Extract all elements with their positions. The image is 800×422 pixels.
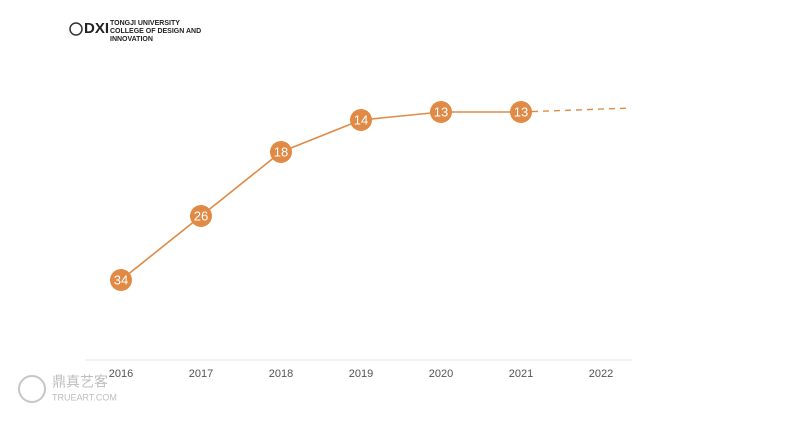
watermark-icon [18,375,46,403]
x-tick-label: 2021 [509,368,533,380]
data-label: 14 [354,112,368,127]
logo-mark: DXI [84,20,109,37]
data-label: 13 [514,104,528,119]
x-tick-label: 2022 [589,368,613,380]
data-label: 34 [114,272,128,287]
x-tick-label: 2017 [189,368,213,380]
logo-line: COLLEGE OF DESIGN AND [110,28,201,35]
point [270,141,292,163]
watermark: 鼎真艺客 TRUEART.COM [18,374,117,403]
point [190,205,212,227]
logo-line: TONGJI UNIVERSITY [110,20,180,27]
x-tick-label: 2020 [429,368,453,380]
x-tick-label: 2019 [349,368,373,380]
logo-emblem [69,22,83,36]
point [350,109,372,131]
line [120,111,521,281]
x-tick-label: 2018 [269,368,293,380]
data-label: 13 [434,104,448,119]
watermark-cn: 鼎真艺客 [52,374,108,390]
point [510,101,532,123]
trend-extension [520,107,632,113]
data-label: 26 [194,208,208,223]
data-label: 18 [274,144,288,159]
point [430,101,452,123]
logo: DXI TONGJI UNIVERSITY COLLEGE OF DESIGN … [69,20,201,43]
watermark-en: TRUEART.COM [52,392,117,402]
point [110,269,132,291]
x-tick-label: 2016 [109,368,133,380]
logo-line: INNOVATION [110,36,153,43]
